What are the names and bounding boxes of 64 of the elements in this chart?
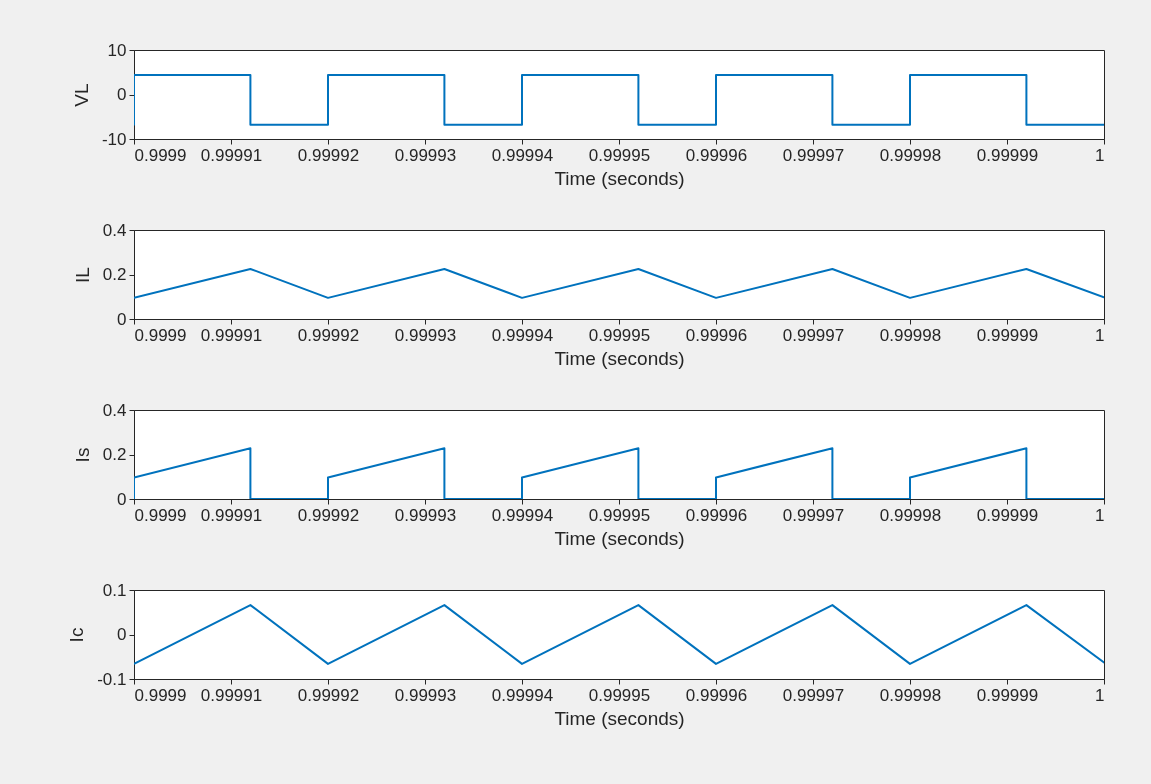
y-axis-title: VL [70, 83, 92, 107]
x-axis-title: Time (seconds) [554, 527, 685, 549]
x-tick-label: 0.99994 [491, 325, 554, 345]
x-tick-label: 0.99999 [976, 505, 1039, 525]
x-tick-label: 1 [1095, 505, 1105, 525]
x-tick-label: 0.99998 [879, 145, 942, 165]
x-tick-label: 1 [1095, 325, 1105, 345]
y-tick-label: 0 [117, 489, 127, 509]
x-tick-label: 0.99995 [588, 505, 651, 525]
x-tick-label: 0.99999 [976, 145, 1039, 165]
y-tick-label: 0.2 [102, 445, 127, 464]
x-tick-label: 0.99995 [588, 145, 651, 165]
x-tick-label: 0.9999 [134, 145, 187, 165]
x-tick-label: 0.9999 [134, 685, 187, 705]
y-tick-label: -10 [101, 129, 127, 149]
x-tick-label: 0.99992 [297, 685, 360, 705]
y-axis-title: Is [71, 447, 93, 463]
x-tick-label: 0.99997 [782, 145, 845, 165]
x-tick-label: 0.99993 [394, 325, 457, 345]
y-tick-label: 0 [117, 309, 127, 329]
y-tick-label: 0.2 [102, 265, 127, 284]
x-tick-label: 0.99993 [394, 505, 457, 525]
x-tick-label: 1 [1095, 145, 1105, 165]
x-tick-label: 0.99997 [782, 325, 845, 345]
x-tick-label: 0.99999 [976, 325, 1039, 345]
x-tick-label: 0.99998 [879, 325, 942, 345]
x-tick-label: 0.99993 [394, 685, 457, 705]
x-tick-label: 0.99996 [685, 505, 748, 525]
y-tick-label: 0 [117, 85, 127, 104]
x-tick-label: 0.99991 [200, 505, 263, 525]
y-tick-label: 0 [117, 625, 127, 644]
x-tick-label: 0.99994 [491, 685, 554, 705]
x-axis-title: Time (seconds) [554, 707, 685, 729]
x-tick-label: 0.99993 [394, 145, 457, 165]
x-tick-label: 1 [1095, 685, 1105, 705]
x-axis-title: Time (seconds) [554, 167, 685, 189]
x-tick-label: 0.99991 [200, 325, 263, 345]
x-tick-label: 0.99992 [297, 505, 360, 525]
x-axis-title: Time (seconds) [554, 347, 685, 369]
x-tick-label: 0.99994 [491, 145, 554, 165]
y-tick-label: 0.4 [102, 400, 127, 420]
x-tick-label: 0.99995 [588, 325, 651, 345]
x-tick-label: 0.9999 [134, 325, 187, 345]
x-tick-label: 0.99999 [976, 685, 1039, 705]
x-tick-label: 0.99991 [200, 145, 263, 165]
x-tick-label: 0.99994 [491, 505, 554, 525]
x-tick-label: 0.99998 [879, 505, 942, 525]
y-tick-label: 10 [107, 40, 127, 60]
x-tick-label: 0.99992 [297, 145, 360, 165]
x-tick-label: 0.99995 [588, 685, 651, 705]
x-tick-label: 0.9999 [134, 505, 187, 525]
x-tick-label: 0.99996 [685, 145, 748, 165]
x-tick-label: 0.99998 [879, 685, 942, 705]
x-tick-label: 0.99991 [200, 685, 263, 705]
x-tick-label: 0.99997 [782, 505, 845, 525]
x-tick-label: 0.99997 [782, 685, 845, 705]
x-tick-label: 0.99996 [685, 685, 748, 705]
x-tick-label: 0.99992 [297, 325, 360, 345]
y-axis-title: IL [71, 267, 93, 283]
y-tick-label: -0.1 [97, 669, 127, 689]
x-tick-label: 0.99996 [685, 325, 748, 345]
y-axis-title: Ic [66, 627, 88, 643]
y-tick-label: 0.1 [102, 580, 127, 600]
y-tick-label: 0.4 [102, 220, 127, 240]
